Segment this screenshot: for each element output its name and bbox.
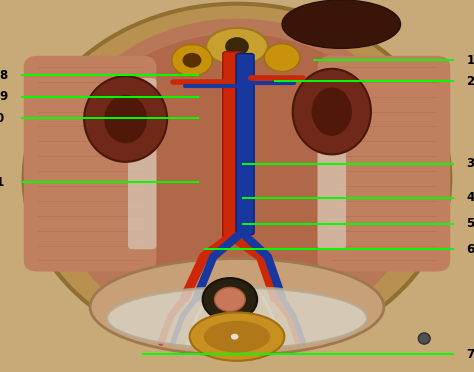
Ellipse shape xyxy=(107,287,367,349)
FancyBboxPatch shape xyxy=(236,54,254,235)
FancyBboxPatch shape xyxy=(318,78,346,249)
Text: 7: 7 xyxy=(466,348,474,360)
FancyBboxPatch shape xyxy=(24,56,156,272)
Text: 2: 2 xyxy=(466,75,474,87)
Text: 4: 4 xyxy=(466,192,474,204)
Ellipse shape xyxy=(172,44,212,76)
FancyBboxPatch shape xyxy=(128,78,156,249)
Ellipse shape xyxy=(24,4,450,353)
Ellipse shape xyxy=(84,76,167,162)
Ellipse shape xyxy=(292,69,371,154)
Ellipse shape xyxy=(311,87,352,136)
Circle shape xyxy=(225,37,249,56)
Ellipse shape xyxy=(52,19,422,339)
Ellipse shape xyxy=(202,278,257,321)
Ellipse shape xyxy=(182,53,201,68)
Text: 6: 6 xyxy=(466,243,474,256)
Circle shape xyxy=(231,334,238,340)
Text: 3: 3 xyxy=(466,157,474,170)
Ellipse shape xyxy=(214,287,246,312)
Text: 5: 5 xyxy=(466,218,474,230)
Ellipse shape xyxy=(206,28,268,65)
Ellipse shape xyxy=(71,33,403,301)
FancyBboxPatch shape xyxy=(318,56,450,272)
FancyBboxPatch shape xyxy=(223,52,242,238)
Text: 8: 8 xyxy=(0,69,8,81)
Text: 9: 9 xyxy=(0,90,8,103)
Ellipse shape xyxy=(282,0,401,48)
Text: 10: 10 xyxy=(0,112,5,125)
Ellipse shape xyxy=(204,321,270,353)
Text: 1: 1 xyxy=(466,54,474,67)
Ellipse shape xyxy=(418,333,430,344)
Text: 11: 11 xyxy=(0,176,5,189)
Ellipse shape xyxy=(190,312,284,361)
Ellipse shape xyxy=(90,259,384,355)
Ellipse shape xyxy=(104,95,147,143)
Ellipse shape xyxy=(264,44,300,71)
